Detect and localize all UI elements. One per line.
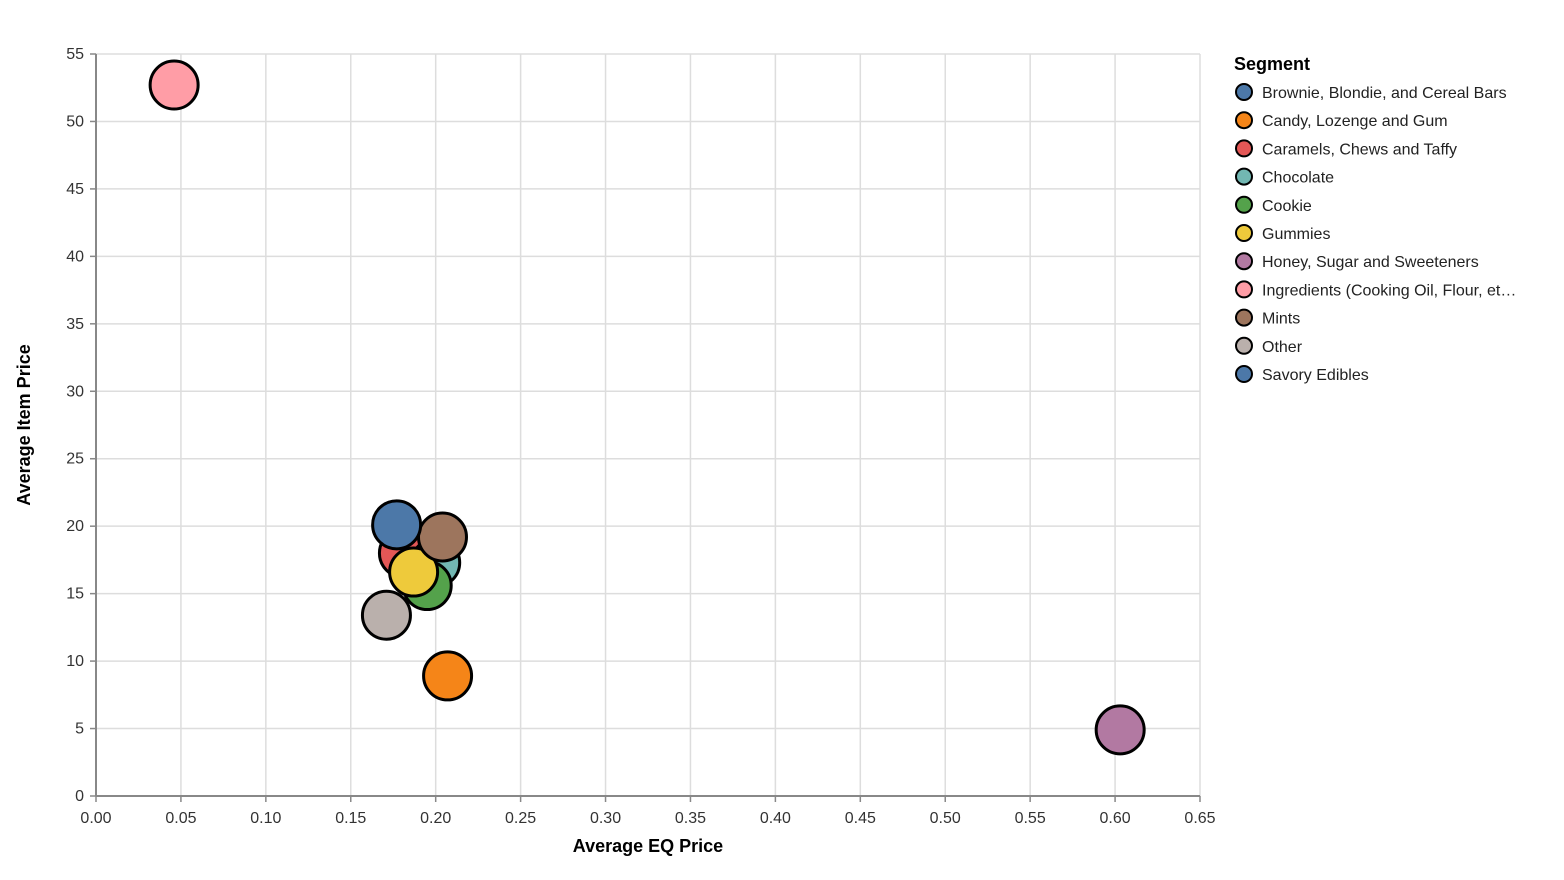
point-other[interactable] [360, 589, 412, 641]
y-tick-label: 10 [66, 653, 84, 670]
x-tick-label: 0.45 [845, 810, 876, 827]
legend-label: Brownie, Blondie, and Cereal Bars [1262, 85, 1507, 102]
legend-swatch [1235, 195, 1253, 214]
point-gummies[interactable] [388, 546, 440, 598]
x-tick-label: 0.30 [590, 810, 621, 827]
legend-label: Mints [1262, 311, 1300, 328]
x-tick-label: 0.25 [505, 810, 536, 827]
y-axis: 0 5 10 15 20 25 30 35 40 45 50 55 [66, 46, 97, 805]
legend-swatch [1235, 365, 1253, 383]
x-tick-label: 0.05 [165, 810, 196, 827]
y-tick-label: 35 [66, 316, 84, 333]
legend-label: Cookie [1262, 198, 1312, 215]
legend-swatch [1235, 167, 1253, 186]
legend-label: Savory Edibles [1262, 367, 1369, 384]
legend-swatch [1235, 83, 1253, 101]
legend-swatch [1235, 336, 1253, 355]
x-tick-label: 0.00 [80, 810, 111, 827]
legend-label: Chocolate [1262, 170, 1334, 187]
legend-swatch [1235, 252, 1253, 271]
point-honey-sugar-and-sweeteners[interactable] [1094, 704, 1146, 756]
y-tick-label: 45 [66, 181, 84, 198]
legend: Segment Brownie, Blondie, and Cereal Bar… [1234, 54, 1516, 384]
legend-label: Caramels, Chews and Taffy [1262, 141, 1457, 158]
x-tick-label: 0.20 [420, 810, 451, 827]
x-axis-title: Average EQ Price [573, 836, 723, 856]
point-ingredients-cooking-oil-flour-et[interactable] [148, 59, 200, 111]
x-tick-label: 0.60 [1100, 810, 1131, 827]
legend-label: Other [1262, 339, 1303, 356]
point-candy-lozenge-and-gum[interactable] [422, 650, 474, 702]
point-savory-edibles[interactable] [371, 499, 423, 551]
point-mints[interactable] [416, 511, 468, 563]
legend-swatch [1235, 111, 1253, 130]
legend-label: Gummies [1262, 226, 1330, 243]
data-points [148, 59, 1146, 756]
legend-label: Ingredients (Cooking Oil, Flour, et… [1262, 282, 1516, 299]
y-tick-label: 0 [75, 788, 84, 805]
grid [95, 53, 1201, 797]
axes: 0.00 0.05 0.10 0.15 0.20 0.25 0.30 0.35 0.40 0.45… [66, 46, 1215, 827]
y-tick-label: 40 [66, 248, 84, 265]
legend-swatch [1235, 280, 1253, 299]
legend-swatch [1235, 308, 1253, 327]
y-tick-label: 55 [66, 46, 84, 63]
x-tick-label: 0.35 [675, 810, 706, 827]
y-tick-label: 5 [75, 721, 84, 738]
x-tick-label: 0.55 [1015, 810, 1046, 827]
x-axis: 0.00 0.05 0.10 0.15 0.20 0.25 0.30 0.35 0.40 0.45… [80, 795, 1216, 827]
legend-swatch [1235, 139, 1253, 158]
y-tick-label: 15 [66, 586, 84, 603]
x-tick-label: 0.65 [1184, 810, 1215, 827]
x-tick-label: 0.10 [250, 810, 281, 827]
x-tick-label: 0.50 [930, 810, 961, 827]
y-tick-label: 50 [66, 113, 84, 130]
y-tick-label: 25 [66, 451, 84, 468]
legend-swatch [1235, 224, 1253, 242]
x-tick-label: 0.40 [760, 810, 791, 827]
y-tick-label: 20 [66, 518, 84, 535]
legend-title: Segment [1234, 54, 1310, 74]
legend-label: Honey, Sugar and Sweeteners [1262, 254, 1479, 271]
y-tick-label: 30 [66, 383, 84, 400]
legend-label: Candy, Lozenge and Gum [1262, 113, 1448, 130]
x-tick-label: 0.15 [335, 810, 366, 827]
y-axis-title: Average Item Price [14, 344, 34, 505]
